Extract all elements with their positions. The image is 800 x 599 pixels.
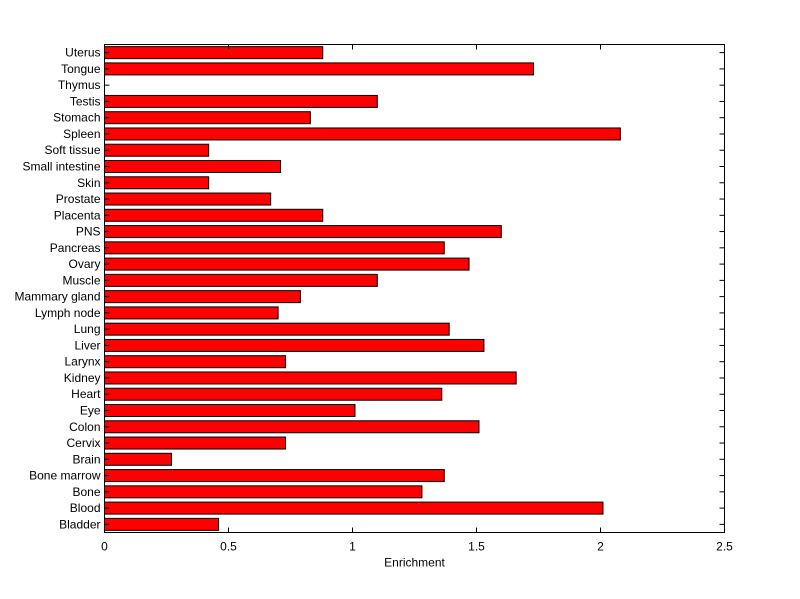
bar-cervix: [104, 436, 287, 450]
x-tick-label: 1: [349, 540, 356, 554]
y-tick-label-ovary: Ovary: [68, 257, 100, 271]
plot-frame: [104, 44, 725, 533]
bar-brain: [104, 452, 172, 466]
bar-stomach: [104, 111, 311, 125]
y-tick-label-skin: Skin: [77, 176, 100, 190]
x-tick-label: 0: [101, 540, 108, 554]
y-tick-label-bladder: Bladder: [59, 517, 100, 531]
y-tick-label-colon: Colon: [69, 420, 100, 434]
bar-liver: [104, 338, 485, 352]
bar-pns: [104, 225, 502, 239]
bar-uterus: [104, 46, 324, 60]
y-tick-label-small-intestine: Small intestine: [22, 160, 100, 174]
bar-skin: [104, 176, 210, 190]
bar-bone-marrow: [104, 469, 445, 483]
bar-pancreas: [104, 241, 445, 255]
bar-testis: [104, 94, 378, 108]
bar-lymph-node: [104, 306, 279, 320]
y-tick-label-thymus: Thymus: [58, 78, 101, 92]
y-tick-label-lymph-node: Lymph node: [35, 306, 101, 320]
y-tick-label-heart: Heart: [71, 387, 101, 401]
bar-bone: [104, 485, 423, 499]
bar-heart: [104, 387, 443, 401]
y-tick-label-bone-marrow: Bone marrow: [29, 469, 101, 483]
y-tick-label-liver: Liver: [74, 338, 100, 352]
y-tick-label-prostate: Prostate: [56, 192, 101, 206]
y-tick-label-spleen: Spleen: [63, 127, 100, 141]
bar-small-intestine: [104, 160, 282, 173]
y-tick-label-bone: Bone: [72, 485, 100, 499]
x-tick-label: 2: [597, 540, 604, 554]
bar-bladder: [104, 517, 220, 531]
bar-eye: [104, 404, 356, 417]
bar-colon: [104, 420, 480, 434]
y-tick-label-testis: Testis: [70, 94, 101, 108]
bar-placenta: [104, 208, 324, 222]
bar-soft-tissue: [104, 143, 210, 157]
bar-larynx: [104, 355, 287, 369]
x-tick-label: 2.5: [716, 540, 733, 554]
tick-labels: Bladder Blood Bone Bone marrow Brain Cervix Co…: [14, 46, 733, 554]
bar-muscle: [104, 273, 378, 287]
y-tick-label-uterus: Uterus: [65, 46, 100, 60]
y-tick-label-cervix: Cervix: [66, 436, 100, 450]
y-tick-label-pancreas: Pancreas: [50, 241, 101, 255]
y-tick-label-blood: Blood: [70, 501, 101, 515]
y-tick-label-pns: PNS: [76, 225, 101, 239]
y-tick-label-stomach: Stomach: [53, 111, 100, 125]
bar-kidney: [104, 371, 517, 385]
bar-prostate: [104, 192, 272, 206]
x-tick-label: 0.5: [220, 540, 237, 554]
bar-blood: [104, 501, 604, 515]
bar-mammary-gland: [104, 290, 301, 304]
y-tick-label-placenta: Placenta: [54, 208, 101, 222]
y-tick-label-mammary-gland: Mammary gland: [14, 290, 100, 304]
bar-spleen: [104, 127, 621, 141]
x-axis-label: Enrichment: [384, 556, 445, 570]
y-tick-label-eye: Eye: [80, 404, 101, 418]
bar-tongue: [104, 62, 535, 76]
y-tick-label-soft-tissue: Soft tissue: [44, 143, 100, 157]
y-tick-label-muscle: Muscle: [62, 273, 100, 287]
bar-lung: [104, 322, 450, 336]
y-tick-label-kidney: Kidney: [64, 371, 101, 385]
y-tick-label-brain: Brain: [72, 452, 100, 466]
bars: [104, 46, 621, 531]
y-tick-label-tongue: Tongue: [61, 62, 101, 76]
x-tick-label: 1.5: [468, 540, 485, 554]
bar-ovary: [104, 257, 470, 271]
y-tick-label-lung: Lung: [74, 322, 101, 336]
y-tick-label-larynx: Larynx: [64, 355, 100, 369]
